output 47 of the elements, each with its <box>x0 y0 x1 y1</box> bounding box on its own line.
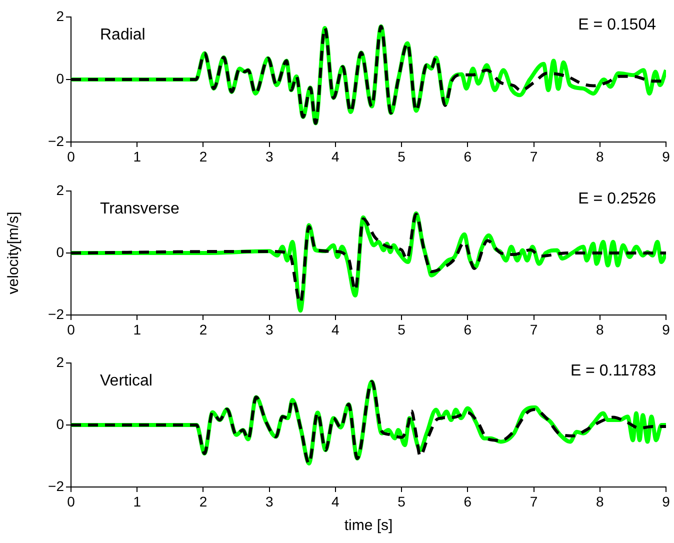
annotation: E = 0.11783 <box>570 362 656 380</box>
x-tick-label: 9 <box>662 493 670 510</box>
x-tick-label: 3 <box>265 493 274 510</box>
x-tick-label: 7 <box>530 148 538 164</box>
annotation: Transverse <box>100 200 180 218</box>
x-tick-label: 8 <box>596 148 604 164</box>
x-tick-label: 5 <box>398 148 406 164</box>
y-axis-title: velocity[m/s] <box>5 212 22 294</box>
y-tick-label: 0 <box>56 244 64 260</box>
x-tick-label: 4 <box>332 148 340 164</box>
x-tick-label: 1 <box>133 321 142 338</box>
x-tick-label: 6 <box>464 321 472 338</box>
x-tick-label: 2 <box>199 493 208 510</box>
x-axis-title: time [s] <box>344 517 393 534</box>
x-tick-label: 9 <box>662 321 670 338</box>
x-tick-label: 2 <box>199 148 208 164</box>
y-tick-label: 2 <box>56 8 64 24</box>
x-tick-label: 3 <box>265 148 274 164</box>
y-tick-label: 0 <box>56 70 64 86</box>
annotation: E = 0.1504 <box>578 16 656 34</box>
x-tick-label: 0 <box>67 493 76 510</box>
x-tick-label: 3 <box>265 321 274 338</box>
x-tick-label: 8 <box>596 493 604 510</box>
x-tick-label: 5 <box>398 321 406 338</box>
x-tick-label: 4 <box>332 321 340 338</box>
x-tick-label: 0 <box>67 148 76 164</box>
y-tick-label: 2 <box>56 354 64 370</box>
x-tick-label: 6 <box>464 148 472 164</box>
x-tick-label: 4 <box>332 493 340 510</box>
annotation: E = 0.2526 <box>578 190 656 208</box>
x-tick-label: 9 <box>662 148 670 164</box>
y-tick-label: 0 <box>56 416 64 432</box>
annotation: Radial <box>100 26 146 44</box>
y-tick-label: −2 <box>48 478 64 494</box>
x-tick-label: 5 <box>398 493 406 510</box>
y-tick-label: −2 <box>48 132 64 149</box>
annotation: Vertical <box>100 372 152 390</box>
x-tick-label: 1 <box>133 493 142 510</box>
x-tick-label: 0 <box>67 321 76 338</box>
x-tick-label: 2 <box>199 321 208 338</box>
x-tick-label: 8 <box>596 321 604 338</box>
y-tick-label: 2 <box>56 182 64 198</box>
x-tick-label: 6 <box>464 493 472 510</box>
x-tick-label: 7 <box>530 321 538 338</box>
x-tick-label: 1 <box>133 148 142 164</box>
x-tick-label: 7 <box>530 493 538 510</box>
y-tick-label: −2 <box>48 306 64 322</box>
